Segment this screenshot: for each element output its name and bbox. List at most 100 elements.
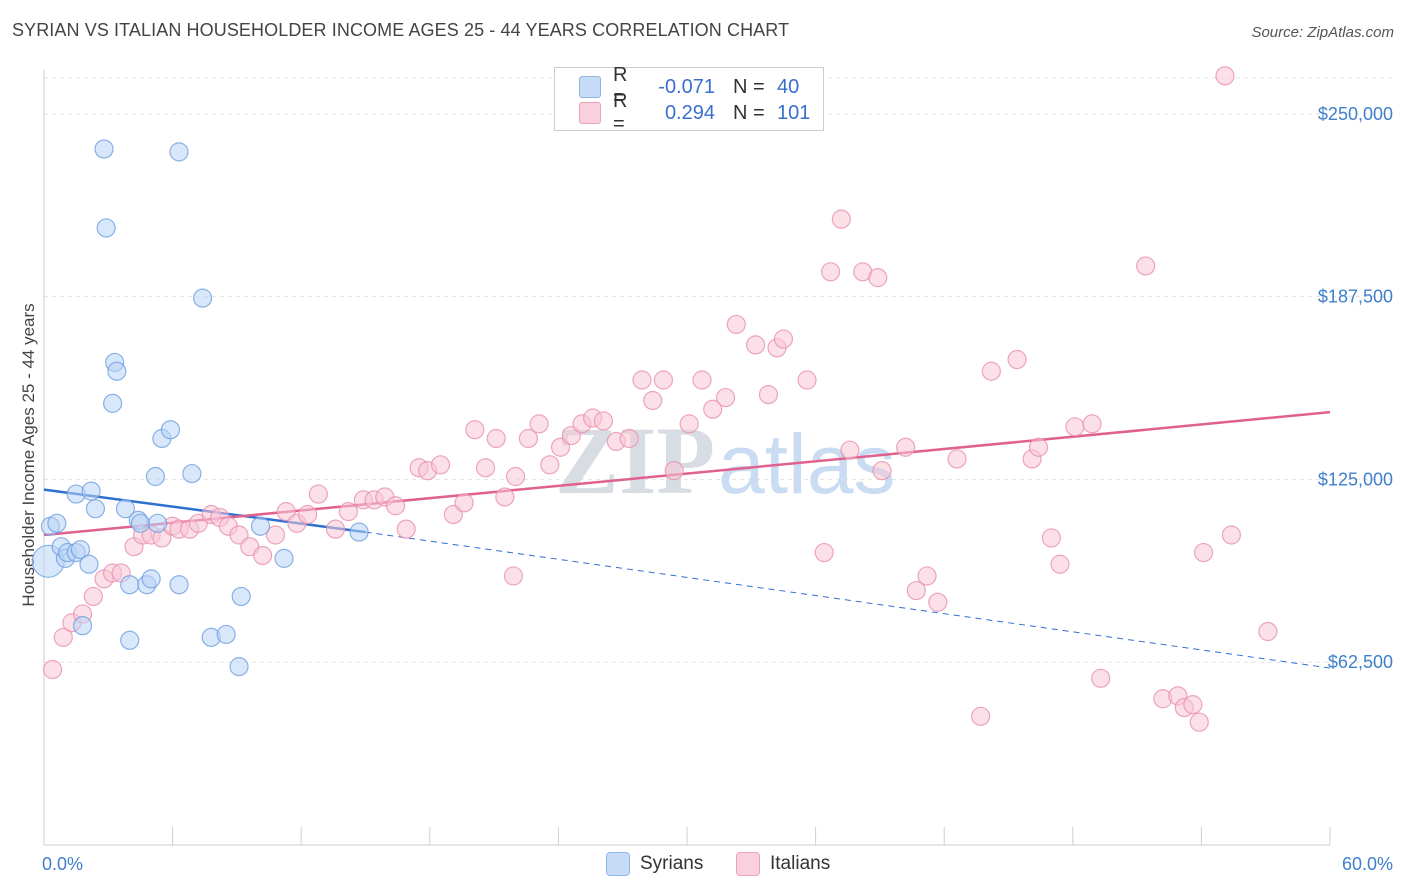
italian-point (1091, 668, 1111, 688)
italian-point (325, 519, 346, 539)
syrian-point (81, 481, 101, 501)
italian-point (692, 370, 712, 390)
italian-point (1065, 417, 1085, 437)
italian-point (593, 411, 614, 431)
italian-point (715, 387, 736, 408)
syrian-point (102, 393, 123, 413)
legend-row-syrians: R = -0.071 N = 40 (579, 64, 817, 109)
x-tick-labels: 0.0% 60.0% (42, 854, 1393, 874)
legend-row-italians: R = 0.294 N = 101 (579, 90, 817, 135)
grid-lines (44, 77, 1394, 663)
syrian-point (141, 569, 161, 589)
syrian-point (182, 463, 202, 484)
legend-swatch-italians (579, 102, 601, 124)
italian-point (505, 466, 526, 487)
syrian-point (169, 142, 189, 162)
syrian-point (120, 630, 140, 650)
syrian-point (72, 616, 93, 636)
points-syrians (31, 139, 369, 677)
italian-point (253, 545, 273, 566)
italian-point (1258, 621, 1278, 642)
italian-point (503, 566, 523, 586)
y-tick-label: $62,500 (1328, 652, 1393, 672)
italian-point (821, 262, 841, 282)
italian-point (42, 659, 63, 680)
italian-point (619, 428, 639, 449)
syrian-point (250, 516, 271, 536)
watermark-atlas: atlas (718, 417, 895, 511)
italians-trend (43, 410, 1331, 537)
syrian-point (147, 513, 168, 533)
italian-point (1041, 528, 1061, 548)
legend-r-label: R = (613, 90, 628, 135)
italian-point (1183, 695, 1203, 715)
syrian-point (193, 288, 213, 308)
syrian-point (160, 420, 181, 440)
legend-r-label: R = (613, 64, 628, 109)
italian-point (385, 496, 406, 516)
italian-point (981, 361, 1001, 381)
syrians-trend-dashed (365, 531, 1331, 669)
axes (43, 70, 1331, 846)
legend-r-value: 0.294 (664, 101, 715, 124)
series-legend: Syrians Italians (0, 852, 1406, 878)
syrian-point (85, 499, 106, 519)
syrian-point (216, 624, 236, 645)
chart-title: SYRIAN VS ITALIAN HOUSEHOLDER INCOME AGE… (12, 20, 790, 40)
italian-point (265, 525, 286, 545)
syrian-point (231, 586, 251, 607)
italian-point (518, 428, 538, 449)
italian-point (664, 461, 684, 481)
italian-point (906, 580, 926, 601)
italian-point (928, 592, 948, 612)
italian-point (703, 399, 723, 419)
italian-point (475, 458, 496, 478)
syrian-point (47, 513, 67, 533)
italian-point (971, 706, 991, 726)
italian-point (53, 627, 73, 647)
italian-point (868, 268, 888, 288)
legend-n-label: N = (733, 75, 765, 98)
italian-point (797, 370, 817, 390)
syrian-point (70, 540, 91, 560)
italian-point (338, 502, 358, 522)
italian-point (396, 519, 416, 539)
italian-point (1193, 542, 1214, 563)
syrian-point (130, 513, 151, 533)
italian-point (1215, 66, 1235, 86)
legend-item-italians: Italians (736, 852, 830, 876)
y-tick-label: $250,000 (1318, 104, 1393, 124)
syrian-point (107, 361, 127, 381)
italian-point (495, 487, 515, 507)
italian-point (1050, 554, 1070, 574)
italian-point (758, 385, 779, 405)
italian-point (465, 420, 485, 440)
legend-item-syrians: Syrians (606, 852, 703, 876)
y-tick-label: $187,500 (1318, 287, 1393, 307)
legend-label-italians: Italians (770, 853, 831, 874)
italian-point (726, 314, 746, 335)
italian-point (653, 370, 674, 390)
italian-point (1028, 437, 1049, 457)
x-tick-label: 0.0% (42, 854, 83, 874)
syrian-point (94, 139, 114, 159)
points-italians (42, 66, 1278, 732)
italian-point (486, 428, 506, 449)
syrian-point (79, 554, 99, 574)
italian-point (1136, 256, 1156, 276)
italian-point (679, 414, 699, 434)
syrian-point (96, 218, 116, 238)
syrian-point (169, 575, 189, 595)
italian-point (840, 440, 860, 460)
italian-point (83, 586, 103, 607)
y-axis-label: Householder Income Ages 25 - 44 years (19, 303, 38, 606)
legend-swatch-italians (736, 852, 760, 876)
italian-point (773, 329, 794, 349)
italian-point (298, 504, 318, 525)
legend-swatch-syrians (579, 76, 601, 98)
italian-point (643, 390, 663, 411)
syrian-point (115, 499, 136, 519)
italian-point (632, 370, 652, 390)
legend-label-syrians: Syrians (640, 853, 704, 874)
legend-n-value: 101 (777, 101, 811, 124)
